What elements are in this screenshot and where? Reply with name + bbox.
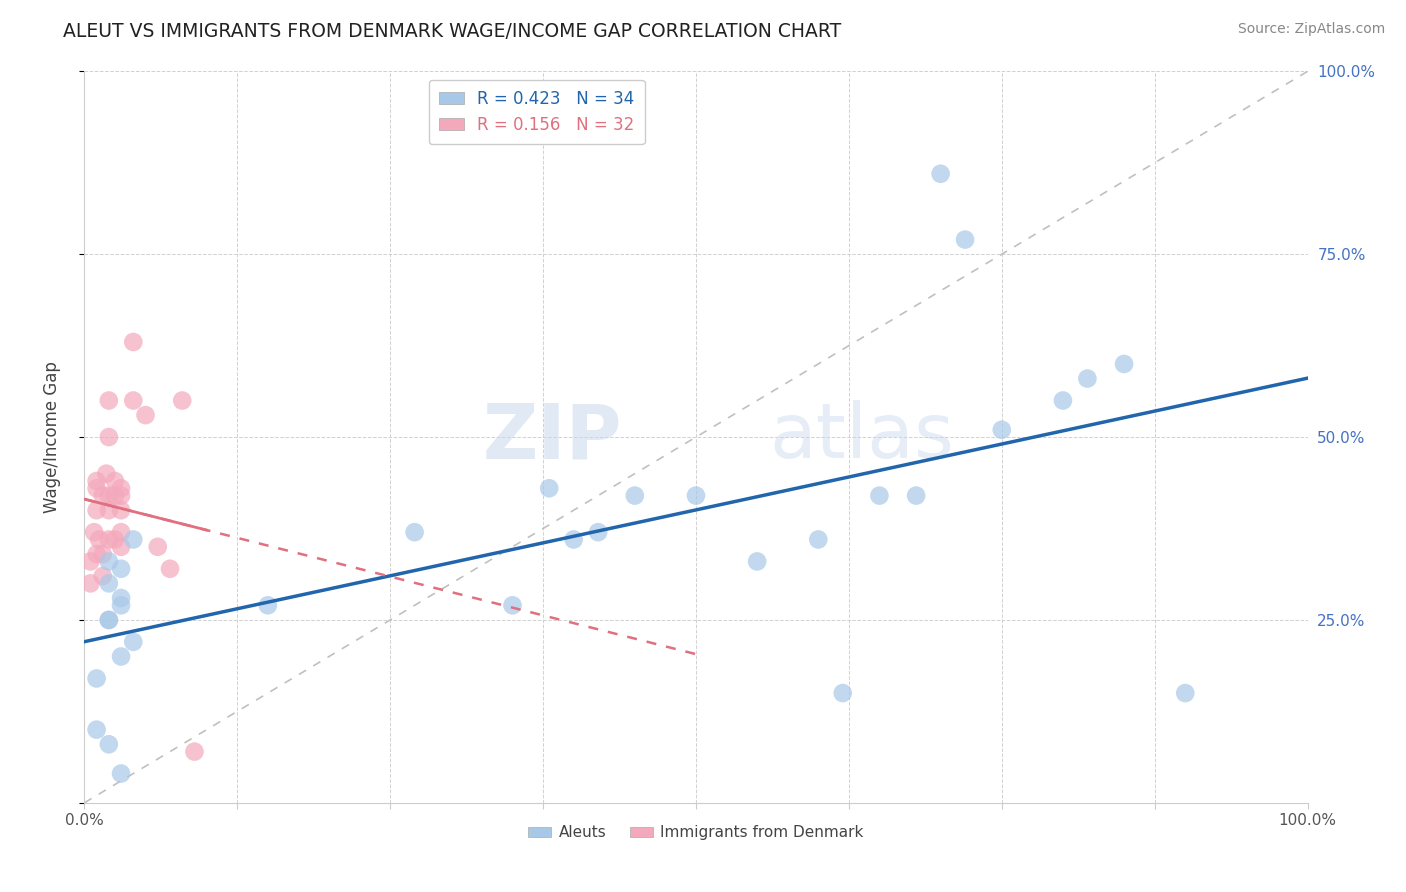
Point	[97, 613, 120, 627]
Point	[929, 167, 952, 181]
Point	[747, 554, 769, 568]
Point	[257, 599, 280, 613]
Point	[97, 554, 120, 568]
Point	[79, 576, 101, 591]
Point	[110, 599, 132, 613]
Point	[110, 525, 132, 540]
Point	[91, 569, 114, 583]
Point	[1114, 357, 1136, 371]
Point	[104, 489, 127, 503]
Point	[172, 393, 194, 408]
Point	[1052, 393, 1074, 408]
Point	[831, 686, 853, 700]
Point	[86, 481, 108, 495]
Point	[183, 745, 205, 759]
Point	[122, 393, 145, 408]
Point	[122, 533, 145, 547]
Point	[86, 672, 108, 686]
Point	[624, 489, 647, 503]
Point	[83, 525, 105, 540]
Point	[86, 503, 108, 517]
Point	[97, 533, 120, 547]
Point	[97, 393, 120, 408]
Point	[502, 599, 524, 613]
Point	[586, 525, 609, 540]
Point	[110, 591, 132, 605]
Point	[97, 430, 120, 444]
Text: atlas: atlas	[769, 401, 955, 474]
Point	[110, 649, 132, 664]
Point	[97, 613, 120, 627]
Point	[807, 533, 830, 547]
Point	[97, 737, 120, 751]
Point	[1076, 371, 1098, 385]
Point	[991, 423, 1014, 437]
Point	[122, 635, 145, 649]
Point	[404, 525, 426, 540]
Text: Source: ZipAtlas.com: Source: ZipAtlas.com	[1237, 22, 1385, 37]
Point	[91, 489, 114, 503]
Y-axis label: Wage/Income Gap: Wage/Income Gap	[42, 361, 60, 513]
Point	[110, 481, 132, 495]
Point	[135, 408, 157, 422]
Point	[110, 503, 132, 517]
Point	[87, 533, 110, 547]
Point	[110, 489, 132, 503]
Point	[538, 481, 561, 495]
Point	[96, 467, 118, 481]
Point	[953, 233, 976, 247]
Point	[122, 334, 145, 349]
Point	[159, 562, 181, 576]
Text: ALEUT VS IMMIGRANTS FROM DENMARK WAGE/INCOME GAP CORRELATION CHART: ALEUT VS IMMIGRANTS FROM DENMARK WAGE/IN…	[63, 22, 842, 41]
Point	[97, 503, 120, 517]
Point	[110, 766, 132, 780]
Point	[97, 576, 120, 591]
Text: ZIP: ZIP	[484, 401, 623, 474]
Point	[685, 489, 707, 503]
Point	[86, 723, 108, 737]
Point	[146, 540, 169, 554]
Point	[869, 489, 891, 503]
Point	[97, 489, 120, 503]
Point	[86, 474, 108, 488]
Point	[110, 562, 132, 576]
Point	[905, 489, 928, 503]
Point	[104, 474, 127, 488]
Point	[104, 533, 127, 547]
Point	[110, 540, 132, 554]
Point	[91, 547, 114, 561]
Point	[562, 533, 585, 547]
Point	[1174, 686, 1197, 700]
Point	[79, 554, 101, 568]
Point	[86, 547, 108, 561]
Legend: Aleuts, Immigrants from Denmark: Aleuts, Immigrants from Denmark	[522, 819, 870, 847]
